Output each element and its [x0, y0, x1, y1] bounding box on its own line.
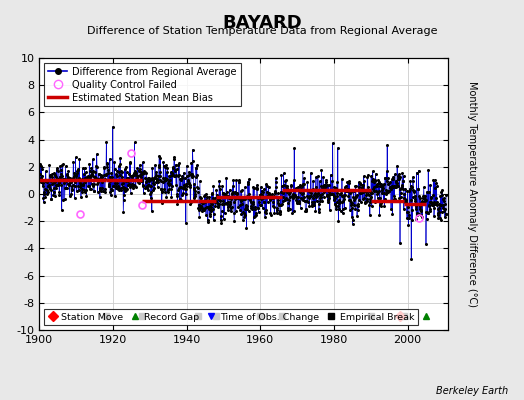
Text: BAYARD: BAYARD: [222, 14, 302, 32]
Text: Berkeley Earth: Berkeley Earth: [436, 386, 508, 396]
Legend: Station Move, Record Gap, Time of Obs. Change, Empirical Break: Station Move, Record Gap, Time of Obs. C…: [44, 309, 418, 325]
Text: Difference of Station Temperature Data from Regional Average: Difference of Station Temperature Data f…: [87, 26, 437, 36]
Y-axis label: Monthly Temperature Anomaly Difference (°C): Monthly Temperature Anomaly Difference (…: [467, 81, 477, 307]
